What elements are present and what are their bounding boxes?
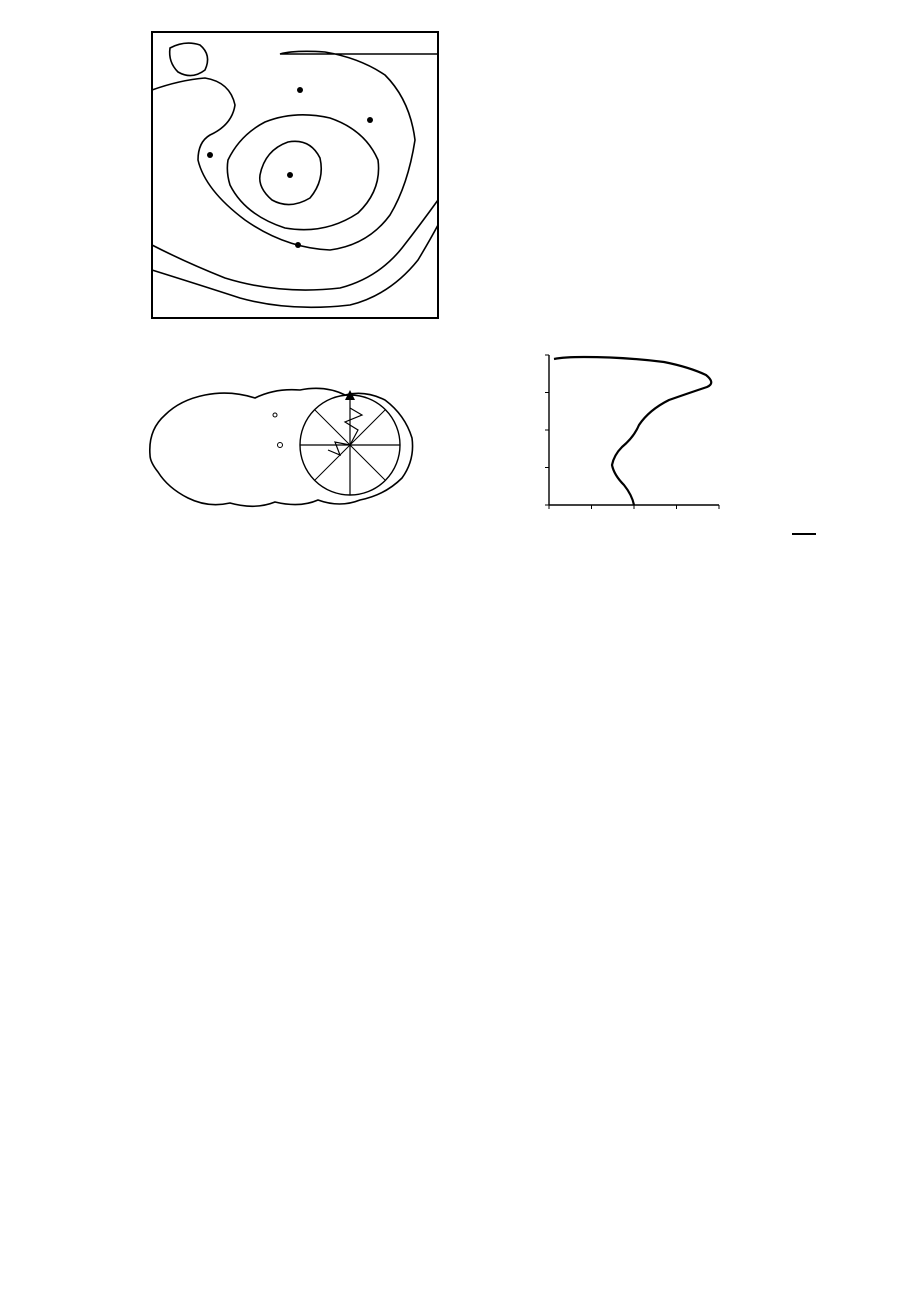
wind-height-chart	[504, 345, 729, 535]
lake-wind-figures	[140, 345, 820, 535]
chart-legend	[792, 533, 820, 535]
isochrone-map-figure	[150, 30, 820, 320]
legend-row	[792, 533, 820, 535]
legend-line-icon	[792, 533, 816, 535]
map-svg	[150, 30, 440, 320]
lake-map-svg	[140, 360, 440, 535]
